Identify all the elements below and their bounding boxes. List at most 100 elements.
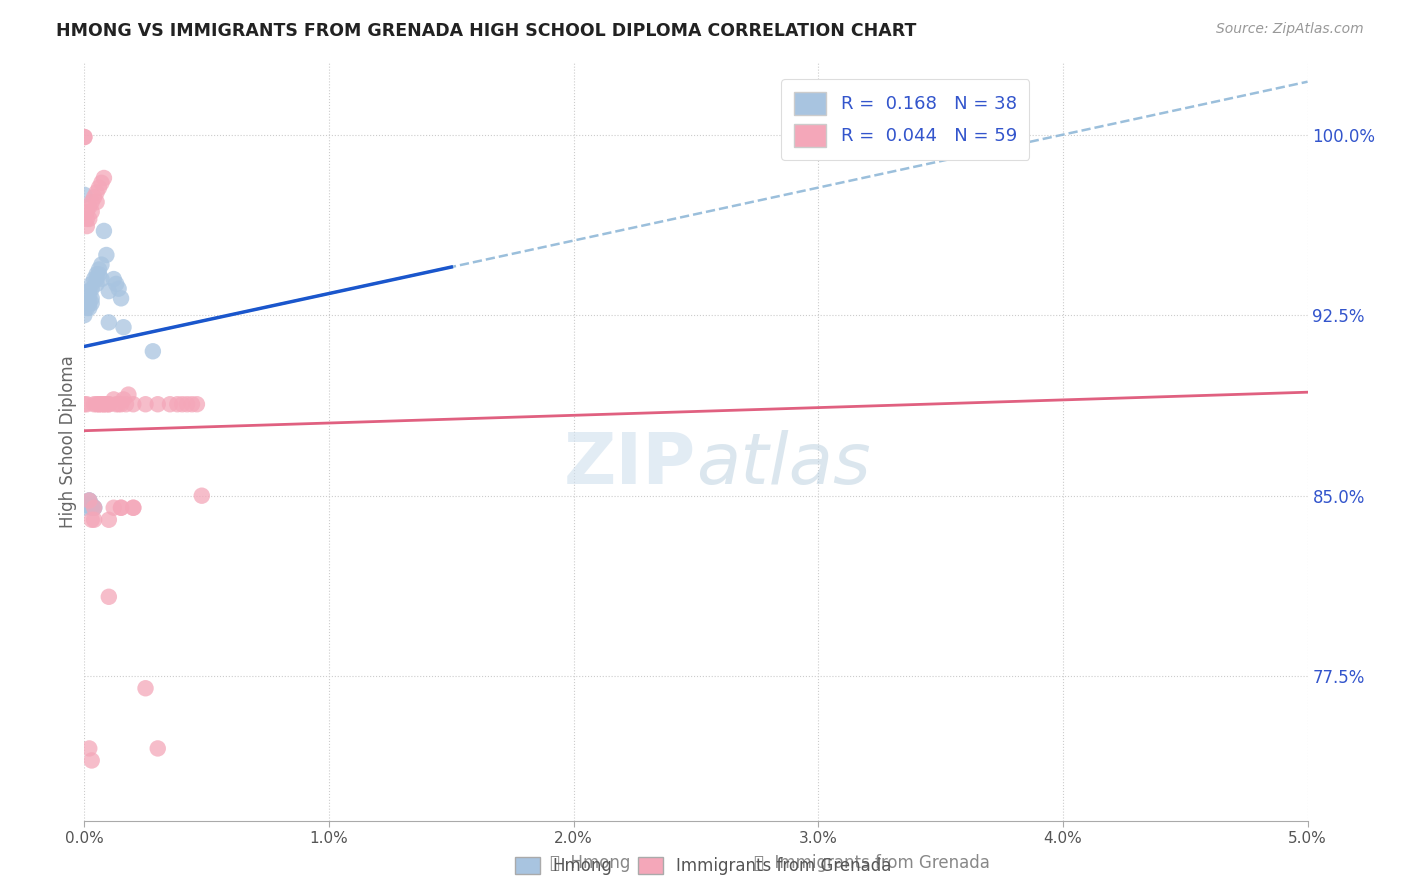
Point <box>80 500 103 515</box>
Point <box>76 219 98 233</box>
Point <box>77 301 100 315</box>
Point <box>93 397 115 411</box>
Point <box>86 277 108 291</box>
Point <box>93 224 115 238</box>
Point <box>83 272 105 286</box>
Point <box>122 397 145 411</box>
Point <box>73 308 96 322</box>
Point <box>97 513 120 527</box>
Point <box>186 397 208 411</box>
Point <box>76 204 98 219</box>
Point <box>80 513 103 527</box>
Point <box>146 741 169 756</box>
Point <box>77 741 100 756</box>
Point <box>80 754 103 768</box>
Point <box>105 397 128 411</box>
Point <box>87 262 110 277</box>
Point <box>122 500 145 515</box>
Point <box>110 500 132 515</box>
Point <box>96 248 118 262</box>
Point <box>135 397 157 411</box>
Point <box>80 291 103 305</box>
Legend: Hmong, Immigrants from Grenada: Hmong, Immigrants from Grenada <box>506 849 900 884</box>
Point <box>80 195 103 210</box>
Point <box>73 130 96 145</box>
Point <box>77 284 100 298</box>
Point <box>77 493 100 508</box>
Point <box>146 397 169 411</box>
Point <box>96 397 118 411</box>
Point <box>117 387 139 401</box>
Y-axis label: High School Diploma: High School Diploma <box>59 355 77 528</box>
Point <box>77 296 100 310</box>
Point <box>115 397 138 411</box>
Point <box>97 284 120 298</box>
Point <box>80 499 103 513</box>
Point <box>105 277 128 291</box>
Point <box>90 176 112 190</box>
Point <box>107 397 129 411</box>
Legend: R =  0.168   N = 38, R =  0.044   N = 59: R = 0.168 N = 38, R = 0.044 N = 59 <box>780 79 1029 160</box>
Point <box>110 397 132 411</box>
Point <box>87 397 110 411</box>
Point <box>76 296 98 310</box>
Text: ⬜  Hmong: ⬜ Hmong <box>550 855 631 872</box>
Point <box>83 500 105 515</box>
Point <box>76 211 98 226</box>
Point <box>103 500 125 515</box>
Point <box>80 282 103 296</box>
Point <box>73 500 96 515</box>
Point <box>83 190 105 204</box>
Point <box>86 195 108 210</box>
Point <box>103 272 125 286</box>
Point <box>83 500 105 515</box>
Point <box>77 211 100 226</box>
Point <box>76 301 98 315</box>
Point <box>90 397 112 411</box>
Point <box>112 392 135 407</box>
Point <box>97 397 120 411</box>
Point <box>76 397 98 411</box>
Point <box>122 500 145 515</box>
Point <box>73 187 96 202</box>
Point <box>142 344 165 359</box>
Point <box>73 397 96 411</box>
Text: atlas: atlas <box>696 430 870 499</box>
Point <box>83 500 105 515</box>
Point <box>93 397 115 411</box>
Point <box>135 681 157 696</box>
Point <box>73 130 96 145</box>
Point <box>77 289 100 303</box>
Point <box>181 397 204 411</box>
Point <box>86 267 108 281</box>
Point <box>107 282 129 296</box>
Point <box>90 272 112 286</box>
Text: Source: ZipAtlas.com: Source: ZipAtlas.com <box>1216 22 1364 37</box>
Point <box>110 500 132 515</box>
Point <box>97 590 120 604</box>
Point <box>80 277 103 291</box>
Point <box>90 258 112 272</box>
Point <box>191 489 214 503</box>
Point <box>103 392 125 407</box>
Point <box>172 397 194 411</box>
Point <box>80 296 103 310</box>
Point <box>77 493 100 508</box>
Point <box>159 397 181 411</box>
Point <box>86 186 108 200</box>
Point <box>83 513 105 527</box>
Point <box>166 397 188 411</box>
Point <box>86 397 108 411</box>
Point <box>77 493 100 508</box>
Point <box>97 397 120 411</box>
Point <box>87 267 110 281</box>
Point <box>97 315 120 329</box>
Point <box>80 204 103 219</box>
Point <box>93 171 115 186</box>
Point <box>112 320 135 334</box>
Point <box>87 397 110 411</box>
Point <box>77 200 100 214</box>
Point <box>110 291 132 305</box>
Point <box>83 397 105 411</box>
Point <box>76 499 98 513</box>
